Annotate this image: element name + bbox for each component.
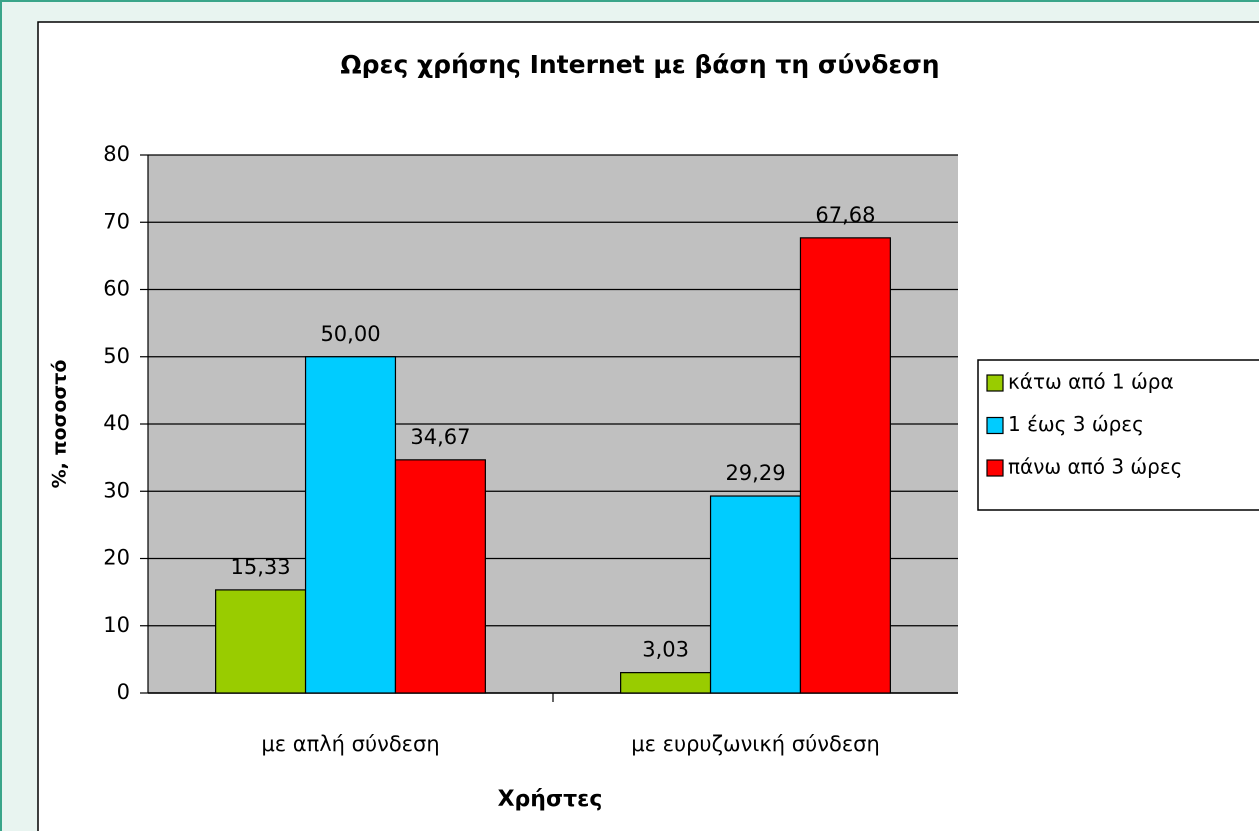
y-tick-label: 0 xyxy=(117,680,130,704)
y-tick-label: 30 xyxy=(103,478,130,502)
legend-label: κάτω από 1 ώρα xyxy=(1008,370,1174,394)
x-tick-label: με απλή σύνδεση xyxy=(261,732,439,756)
x-tick-label: με ευρυζωνική σύνδεση xyxy=(631,732,880,756)
legend-swatch xyxy=(986,459,1004,477)
y-tick-label: 20 xyxy=(103,546,130,570)
legend-label: πάνω από 3 ώρες xyxy=(1008,455,1182,479)
bar xyxy=(620,672,712,694)
data-label: 3,03 xyxy=(642,638,689,662)
data-label: 29,29 xyxy=(725,461,785,485)
legend-box xyxy=(977,359,1259,511)
y-tick-label: 60 xyxy=(103,277,130,301)
legend-swatch xyxy=(986,374,1004,392)
legend: κάτω από 1 ώρα 1 έως 3 ώρες πάνω από 3 ώρε… xyxy=(977,359,1259,511)
y-axis-label: %, ποσοστό xyxy=(49,360,71,489)
y-tick-label: 50 xyxy=(103,344,130,368)
y-tick-label: 70 xyxy=(103,209,130,233)
chart-title: Ωρες χρήσης Internet με βάση τη σύνδεση xyxy=(340,50,939,79)
data-label: 34,67 xyxy=(410,425,470,449)
data-label: 67,68 xyxy=(815,203,875,227)
data-label: 15,33 xyxy=(231,555,291,579)
y-tick-label: 80 xyxy=(103,142,130,166)
bar xyxy=(215,589,307,694)
bar xyxy=(304,356,397,694)
legend-swatch xyxy=(986,416,1004,435)
bar xyxy=(799,237,891,694)
data-label: 50,00 xyxy=(320,322,380,346)
bar xyxy=(394,459,486,694)
legend-label: 1 έως 3 ώρες xyxy=(1008,412,1144,436)
bar xyxy=(709,495,802,694)
y-tick-label: 40 xyxy=(103,411,130,435)
y-tick-label: 10 xyxy=(103,613,130,637)
x-axis-label: Χρήστες xyxy=(498,787,603,812)
